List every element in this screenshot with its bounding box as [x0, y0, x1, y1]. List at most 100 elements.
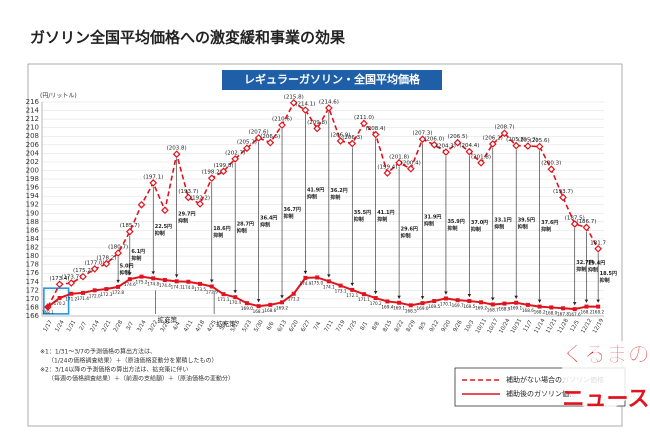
- y-tick-label: 190: [26, 209, 39, 217]
- point: [572, 307, 577, 312]
- logo-text: くるまの: [562, 343, 650, 368]
- data-label: (205.8): [506, 137, 526, 143]
- x-tick-label: 2/21: [101, 319, 112, 333]
- plot: 1661681701721741761781801821841861881901…: [26, 94, 617, 334]
- reduction-word: 抑制: [588, 266, 598, 273]
- point: [512, 141, 521, 150]
- point: [594, 244, 602, 253]
- x-tick-label: 3/7: [125, 320, 135, 331]
- reduction-word: 抑制: [518, 224, 528, 231]
- x-tick-label: 9/5: [418, 320, 428, 331]
- data-label: 168.7: [487, 307, 499, 312]
- data-label: (206.0): [424, 136, 444, 142]
- data-label: (206.3): [342, 135, 362, 141]
- point: [338, 283, 343, 288]
- data-label: (214.1): [295, 102, 315, 108]
- y-tick-label: 192: [26, 201, 39, 209]
- data-label: (201.8): [471, 154, 491, 160]
- point: [114, 249, 122, 257]
- point: [502, 301, 507, 306]
- data-label: 171.4: [77, 296, 89, 301]
- point: [90, 265, 99, 273]
- data-label: 171.1: [217, 297, 229, 302]
- expansion-label: 拡充策: [216, 319, 236, 328]
- point: [125, 227, 134, 236]
- y-tick-label: 194: [26, 192, 40, 200]
- data-label: 171.2: [288, 297, 300, 302]
- x-tick-label: 6/27: [300, 319, 312, 333]
- x-tick-label: 6/20: [288, 319, 300, 333]
- point: [221, 292, 226, 297]
- data-label: 169.0: [241, 306, 253, 311]
- data-label: 170.2: [54, 301, 66, 306]
- data-label: 175.0: [311, 280, 323, 285]
- point: [570, 220, 579, 228]
- x-tick-label: 5/30: [253, 319, 265, 333]
- x-tick-label: 3/14: [136, 319, 148, 333]
- x-tick-label: 3/28: [160, 319, 172, 333]
- point: [443, 296, 448, 301]
- reduction-word: 抑制: [447, 225, 457, 232]
- reduction-amount: 18.6円: [213, 225, 230, 232]
- point: [139, 274, 144, 279]
- point: [361, 292, 366, 297]
- logo-text: ニュース: [563, 387, 650, 412]
- data-label: (199.8): [213, 163, 233, 169]
- data-label: (215.8): [284, 94, 304, 100]
- reduction-amount: 35.5円: [354, 209, 371, 216]
- data-label: 169.1: [393, 306, 405, 311]
- point: [198, 281, 203, 286]
- point: [514, 300, 519, 305]
- reduction-amount: 39.5円: [518, 217, 535, 224]
- x-tick-label: 4/25: [207, 319, 219, 333]
- reduction-word: 抑制: [307, 194, 317, 201]
- point: [350, 287, 355, 292]
- arrow-head: [373, 291, 378, 295]
- data-label: 181.7: [590, 240, 606, 246]
- data-label: (205.7): [518, 138, 538, 144]
- y-tick-label: 178: [26, 261, 39, 269]
- data-label: (204.4): [459, 143, 479, 149]
- arrow-head: [209, 279, 214, 283]
- point: [280, 300, 285, 305]
- reduction-word: 抑制: [120, 269, 130, 276]
- data-label: (173.4): [50, 276, 70, 282]
- point: [336, 137, 345, 145]
- x-tick-label: 7/19: [335, 319, 347, 333]
- data-label: 169.5: [463, 304, 475, 309]
- point: [488, 140, 497, 148]
- x-tick-label: 9/26: [452, 319, 464, 333]
- note: （毎週の価格調査結果）＋（前週の支給額）＋（原油価格の変動分）: [48, 375, 234, 383]
- arrow-head: [303, 270, 308, 274]
- point: [432, 299, 437, 304]
- data-label: 167.8: [557, 311, 569, 316]
- y-tick-label: 206: [26, 141, 40, 149]
- data-label: (186.7): [576, 219, 596, 225]
- data-label: (185.7): [120, 223, 140, 229]
- data-label: 169.2: [475, 305, 487, 310]
- x-tick-label: 4/18: [195, 319, 207, 333]
- data-label: 174.8: [147, 281, 159, 286]
- point: [582, 223, 591, 232]
- reduction-amount: 36.4円: [260, 215, 277, 222]
- reduction-amount: 29.6円: [401, 225, 418, 232]
- data-label: 174.6: [124, 282, 136, 287]
- data-label: 173.5: [194, 287, 206, 292]
- x-tick-label: 12/5: [569, 319, 581, 333]
- reduction-amount: 41.9円: [307, 187, 324, 194]
- data-label: 167.6: [569, 312, 581, 317]
- chart-frame: [27, 63, 623, 427]
- point: [268, 302, 273, 307]
- x-tick-label: 5/16: [230, 319, 242, 333]
- y-tick-label: 196: [26, 184, 40, 192]
- y-tick-label: 212: [26, 115, 39, 123]
- data-label: 170.1: [440, 301, 452, 306]
- data-label: (177.0): [85, 260, 105, 266]
- point: [291, 291, 296, 296]
- point: [524, 142, 532, 150]
- data-label: 168.2: [534, 310, 546, 315]
- point: [549, 305, 554, 310]
- point: [55, 280, 64, 289]
- y-tick-label: 188: [26, 218, 39, 226]
